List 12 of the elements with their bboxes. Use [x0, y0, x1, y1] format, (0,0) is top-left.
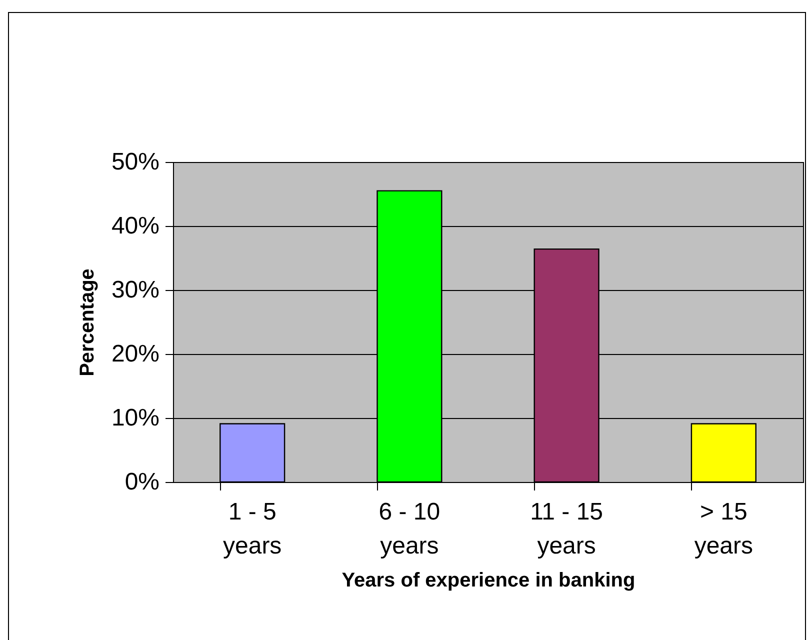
y-tick-label: 20% [111, 340, 160, 368]
x-tick-label: 11 - 15 years [530, 498, 604, 560]
x-tick-label: > 15 years [694, 498, 754, 560]
y-tick-label: 0% [124, 468, 160, 496]
y-tick-label: 10% [111, 404, 160, 432]
x-axis-title: Years of experience in banking [342, 570, 636, 592]
y-axis-title: Percentage [76, 268, 98, 376]
y-tick-label: 40% [111, 212, 160, 240]
x-tick-label: 1 - 5 years [222, 498, 282, 560]
y-tick-label: 30% [111, 276, 160, 304]
x-tick-label: 6 - 10 years [378, 498, 440, 560]
y-tick-label: 50% [111, 148, 160, 176]
